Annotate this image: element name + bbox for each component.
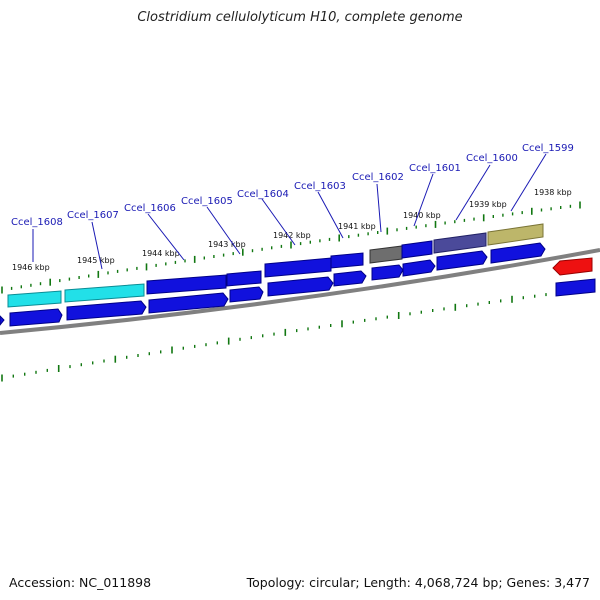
leader-line-1605 xyxy=(206,206,241,255)
gene-arrow-2[interactable] xyxy=(66,300,147,321)
gene-box-blue-right[interactable] xyxy=(555,278,596,297)
gene-arrow-1[interactable] xyxy=(9,308,63,327)
genome-backbone xyxy=(0,248,600,335)
leader-line-1606 xyxy=(147,213,185,261)
gene-box-gray-1602[interactable] xyxy=(369,245,403,264)
kbp-label-1938: 1938 kbp xyxy=(534,188,572,197)
gene-label-ccel-1607[interactable]: Ccel_1607 xyxy=(67,210,119,221)
gene-label-ccel-1600[interactable]: Ccel_1600 xyxy=(466,153,518,164)
kbp-label-1946: 1946 kbp xyxy=(12,263,50,272)
gene-arrow-8[interactable] xyxy=(402,259,436,277)
inner-gene-row xyxy=(0,242,596,327)
kbp-label-1940: 1940 kbp xyxy=(403,211,441,220)
kbp-label-1939: 1939 kbp xyxy=(469,200,507,209)
leader-line-1604 xyxy=(261,198,296,246)
gene-arrow-4[interactable] xyxy=(229,286,264,303)
leader-line-1599 xyxy=(510,153,547,212)
gene-box-blue-1603[interactable] xyxy=(330,252,364,269)
gene-label-ccel-1604[interactable]: Ccel_1604 xyxy=(237,189,289,200)
leader-line-1600 xyxy=(455,164,491,221)
gene-label-ccel-1608[interactable]: Ccel_1608 xyxy=(11,217,63,228)
leader-line-1602 xyxy=(376,183,382,233)
gene-box-blue-1606[interactable] xyxy=(146,274,227,295)
label-leader-lines xyxy=(32,153,547,270)
gene-box-cyan-1[interactable] xyxy=(7,290,62,308)
gene-box-blue-1604[interactable] xyxy=(264,257,332,278)
gene-label-ccel-1602[interactable]: Ccel_1602 xyxy=(352,172,404,183)
gene-arrow-red[interactable] xyxy=(552,257,593,276)
gene-arrow-left-edge[interactable] xyxy=(0,315,5,326)
gene-arrow-7[interactable] xyxy=(371,264,404,281)
gene-box-blue-1601[interactable] xyxy=(401,240,433,259)
gene-label-ccel-1601[interactable]: Ccel_1601 xyxy=(409,163,461,174)
gene-arrow-6[interactable] xyxy=(333,270,367,287)
gene-labels: Ccel_1608 Ccel_1607 Ccel_1606 Ccel_1605 … xyxy=(11,143,574,228)
kbp-label-1942: 1942 kbp xyxy=(273,231,311,240)
gene-arrow-3[interactable] xyxy=(148,292,229,314)
gene-box-cyan-2[interactable] xyxy=(64,283,145,303)
gene-arrow-10[interactable] xyxy=(490,242,546,264)
leader-line-1603 xyxy=(317,191,344,239)
gene-arrow-9[interactable] xyxy=(436,250,488,271)
gene-label-ccel-1603[interactable]: Ccel_1603 xyxy=(294,181,346,192)
leader-line-1601 xyxy=(413,173,434,227)
gene-label-ccel-1605[interactable]: Ccel_1605 xyxy=(181,196,233,207)
kbp-labels: 1946 kbp 1945 kbp 1944 kbp 1943 kbp 1942… xyxy=(12,188,572,272)
kbp-label-1945: 1945 kbp xyxy=(77,256,115,265)
kbp-label-1943: 1943 kbp xyxy=(208,240,246,249)
gene-label-ccel-1599[interactable]: Ccel_1599 xyxy=(522,143,574,154)
gene-arrow-5[interactable] xyxy=(267,276,334,297)
gene-box-blue-1605a[interactable] xyxy=(226,270,262,287)
gene-box-purple-1600[interactable] xyxy=(433,232,487,254)
leader-line-1607 xyxy=(91,221,103,270)
gene-label-ccel-1606[interactable]: Ccel_1606 xyxy=(124,203,176,214)
kbp-label-1941: 1941 kbp xyxy=(338,222,376,231)
genome-summary: Topology: circular; Length: 4,068,724 bp… xyxy=(246,575,590,590)
accession-label: Accession: NC_011898 xyxy=(9,575,152,590)
kbp-label-1944: 1944 kbp xyxy=(142,249,180,258)
inner-tick-row xyxy=(1,288,581,382)
gene-box-khaki-1599[interactable] xyxy=(487,223,544,246)
outer-tick-row xyxy=(1,201,581,294)
page-title: Clostridium cellulolyticum H10, complete… xyxy=(137,10,463,25)
outer-gene-row xyxy=(7,223,544,308)
